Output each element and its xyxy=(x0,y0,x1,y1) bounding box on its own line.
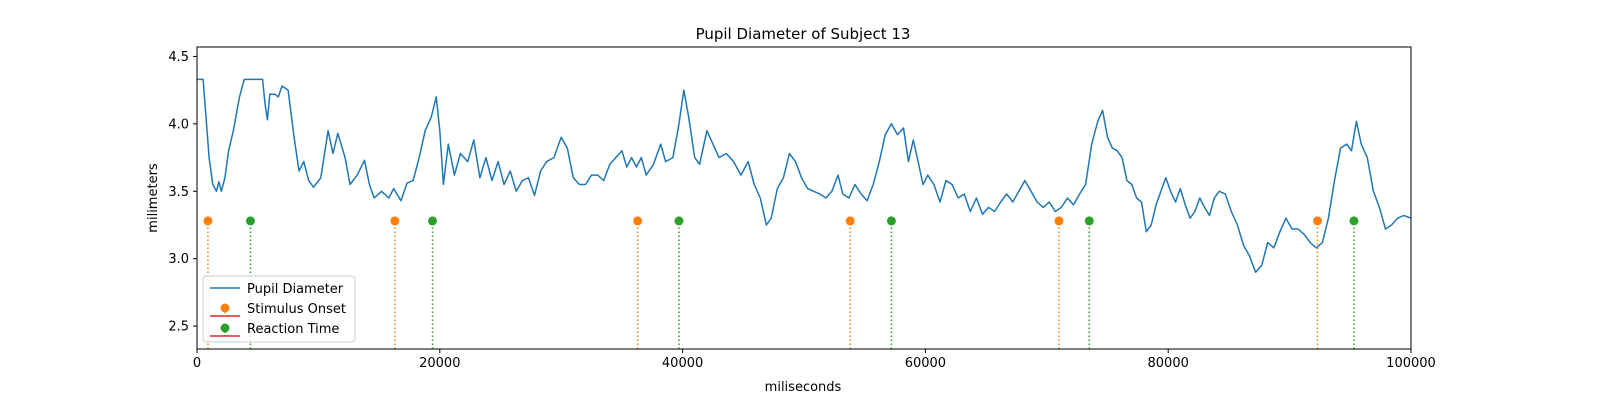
x-tick-label: 60000 xyxy=(905,356,946,371)
legend: Pupil Diameter Stimulus Onset Reaction Tim… xyxy=(202,275,356,343)
reaction-time-marker xyxy=(245,216,255,226)
x-tick-label: 20000 xyxy=(419,356,460,371)
reaction-time-marker xyxy=(428,216,438,226)
plot-area xyxy=(197,78,1412,349)
x-tick-label: 0 xyxy=(193,356,201,371)
x-tick-label: 100000 xyxy=(1386,356,1436,371)
y-tick-label: 4.0 xyxy=(168,117,189,132)
legend-reaction-time-marker xyxy=(220,323,230,333)
stimulus-onset-marker xyxy=(845,216,855,226)
legend-stimulus-onset-marker xyxy=(220,303,230,313)
stimulus-onset-marker xyxy=(203,216,213,226)
chart-title: Pupil Diameter of Subject 13 xyxy=(696,25,911,43)
y-tick-label: 3.5 xyxy=(168,185,189,200)
y-axis-label: milimeters xyxy=(146,163,161,233)
y-tick-label: 4.5 xyxy=(168,50,189,65)
legend-stimulus-onset-label: Stimulus Onset xyxy=(247,302,346,317)
pupil-diameter-line xyxy=(197,78,1412,273)
x-axis-label: miliseconds xyxy=(765,380,842,395)
stimulus-onset-marker xyxy=(1313,216,1323,226)
reaction-time-marker xyxy=(674,216,684,226)
x-tick-label: 40000 xyxy=(662,356,703,371)
stimulus-onset-marker xyxy=(1054,216,1064,226)
y-tick-label: 3.0 xyxy=(168,252,189,267)
y-tick-label: 2.5 xyxy=(168,320,189,335)
reaction-time-marker xyxy=(1084,216,1094,226)
legend-box xyxy=(202,275,356,343)
legend-reaction-time-label: Reaction Time xyxy=(247,322,339,337)
axes: 0 20000 40000 60000 80000 100000 2.5 3.0 3.5 4.0 4… xyxy=(168,46,1436,371)
stimulus-onset-marker xyxy=(390,216,400,226)
reaction-time-marker xyxy=(886,216,896,226)
stimulus-onset-marker xyxy=(633,216,643,226)
x-tick-label: 80000 xyxy=(1148,356,1189,371)
legend-pupil-diameter-label: Pupil Diameter xyxy=(247,282,344,297)
reaction-time-marker xyxy=(1349,216,1359,226)
plot-frame xyxy=(196,46,1412,350)
